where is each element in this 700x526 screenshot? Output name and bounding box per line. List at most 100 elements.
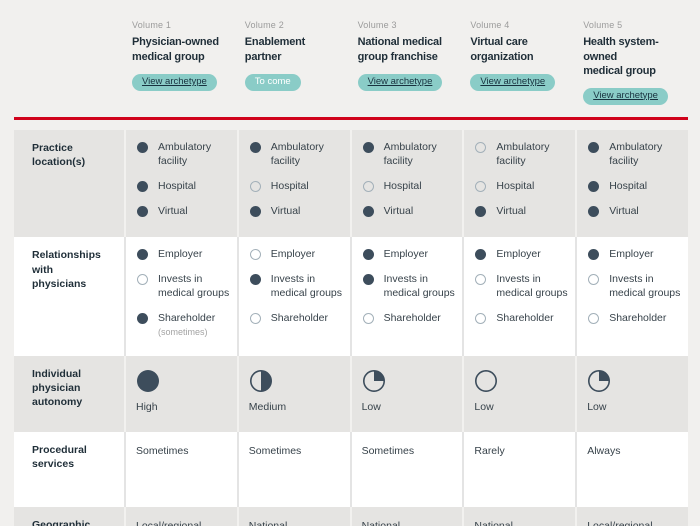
- table-cell: Ambulatory facility Hospital Virtual: [575, 129, 688, 238]
- filled-dot-icon: [475, 249, 487, 261]
- filled-dot-icon: [249, 274, 261, 286]
- header-divider: [14, 116, 688, 120]
- list-item: Shareholder: [587, 312, 684, 326]
- header-column: Volume 5 Health system-owned medical grou…: [575, 12, 688, 115]
- item-text-block: Invests in medical groups: [384, 273, 455, 301]
- table-cell: Low: [349, 355, 463, 432]
- filled-dot-icon: [362, 249, 374, 261]
- view-archetype-button[interactable]: View archetype: [470, 74, 556, 92]
- cell-value: National: [248, 519, 288, 526]
- list-item: Virtual: [362, 205, 459, 219]
- item-text-block: Employer: [609, 248, 653, 262]
- table-cell: Low: [462, 355, 575, 432]
- list-item: Shareholder: [362, 312, 459, 326]
- filled-dot-icon: [362, 205, 374, 217]
- row-label: Procedural services: [32, 443, 87, 471]
- header-spacer: [14, 12, 124, 115]
- item-text-block: Virtual: [158, 205, 188, 219]
- to-come-badge: To come: [244, 74, 301, 92]
- volume-label: Volume 5: [583, 20, 623, 30]
- header-column: Volume 3 National medical group franchise…: [350, 12, 463, 115]
- item-text-block: Ambulatory facility: [609, 141, 684, 169]
- autonomy-level-label: Low: [587, 400, 607, 413]
- list-item: Ambulatory facility: [474, 141, 571, 169]
- harvey-ball-full-icon: [137, 369, 159, 392]
- item-label: Invests in medical groups: [158, 273, 230, 300]
- list-item: Shareholder: [249, 312, 346, 326]
- cell-value: Always: [587, 444, 621, 457]
- filled-dot-icon: [362, 274, 374, 286]
- item-text-block: Ambulatory facility: [384, 141, 459, 169]
- view-archetype-button[interactable]: View archetype: [132, 74, 217, 92]
- list-item: Invests in medical groups: [362, 273, 459, 301]
- row-label-cell: Relationships with physicians: [14, 237, 124, 355]
- table-cell: National: [236, 506, 350, 526]
- item-label: Invests in medical groups: [496, 273, 568, 300]
- autonomy-indicator: Low: [362, 367, 459, 413]
- item-label: Ambulatory facility: [383, 140, 437, 167]
- item-label: Ambulatory facility: [496, 140, 550, 167]
- item-label: Shareholder: [496, 312, 554, 324]
- empty-dot-icon: [475, 141, 487, 153]
- row-label: Geographic reach: [32, 518, 91, 526]
- filled-dot-icon: [588, 141, 600, 153]
- filled-dot-icon: [249, 141, 261, 153]
- item-text-block: Invests in medical groups: [609, 273, 680, 301]
- empty-dot-icon: [249, 313, 261, 324]
- column-title: Physician-owned medical group: [132, 36, 219, 63]
- harvey-ball-quarter-icon: [588, 369, 611, 392]
- item-text-block: Hospital: [384, 180, 422, 194]
- autonomy-indicator: Low: [474, 367, 571, 413]
- view-archetype-button[interactable]: View archetype: [357, 74, 443, 92]
- row-label-cell: Practice location(s): [14, 130, 124, 237]
- list-item: Hospital: [362, 180, 459, 194]
- table-cell: Employer Invests in medical groups Shareho…: [349, 237, 463, 356]
- table-row: Practice location(s) Ambulatory facility H…: [14, 129, 688, 238]
- filled-dot-icon: [137, 205, 148, 217]
- table-body: Practice location(s) Ambulatory facility H…: [14, 129, 688, 526]
- list-item: Ambulatory facility: [136, 141, 233, 169]
- volume-label: Volume 1: [132, 20, 172, 30]
- item-label: Virtual: [270, 204, 301, 217]
- item-label: Ambulatory facility: [270, 140, 324, 167]
- autonomy-indicator: Low: [587, 367, 684, 413]
- empty-dot-icon: [475, 180, 487, 192]
- harvey-ball-half-icon: [249, 369, 272, 392]
- table-row: Relationships with physicians Employer Inv…: [14, 237, 688, 356]
- cell-value: Sometimes: [248, 444, 302, 457]
- list-item: Virtual: [249, 205, 346, 219]
- list-item: Ambulatory facility: [587, 141, 684, 169]
- filled-dot-icon: [249, 205, 261, 217]
- table-header: Volume 1 Physician-owned medical group Vie…: [14, 12, 688, 115]
- table-row: Individual physician autonomy High Medium L…: [14, 355, 688, 432]
- empty-dot-icon: [362, 313, 374, 324]
- item-text-block: Invests in medical groups: [496, 273, 567, 301]
- column-title: Virtual care organization: [470, 36, 534, 63]
- item-label: Shareholder: [609, 312, 667, 324]
- item-text-block: Virtual: [271, 205, 301, 219]
- item-text-block: Invests in medical groups: [271, 273, 342, 301]
- column-title: Health system-owned medical group: [583, 36, 659, 78]
- view-archetype-button[interactable]: View archetype: [583, 87, 668, 105]
- archetype-comparison-table: Volume 1 Physician-owned medical group Vie…: [14, 12, 688, 526]
- item-label: Virtual: [496, 204, 526, 217]
- filled-dot-icon: [362, 141, 374, 153]
- list-item: Shareholder (sometimes): [136, 312, 233, 337]
- list-item: Virtual: [474, 205, 571, 219]
- cell-value: National: [361, 519, 401, 526]
- item-text-block: Virtual: [384, 205, 414, 219]
- filled-dot-icon: [137, 249, 148, 261]
- cell-value: Sometimes: [361, 444, 415, 457]
- item-label: Hospital: [158, 179, 196, 192]
- cell-value: Local/regional: [136, 519, 202, 526]
- list-item: Hospital: [136, 180, 233, 194]
- table-cell: National: [349, 506, 463, 526]
- autonomy-indicator: High: [136, 367, 233, 413]
- table-cell: High: [124, 355, 237, 432]
- empty-dot-icon: [475, 313, 487, 324]
- column-title: National medical group franchise: [357, 36, 442, 63]
- filled-dot-icon: [137, 313, 148, 324]
- list-item: Invests in medical groups: [136, 273, 233, 301]
- list-item: Ambulatory facility: [362, 141, 459, 169]
